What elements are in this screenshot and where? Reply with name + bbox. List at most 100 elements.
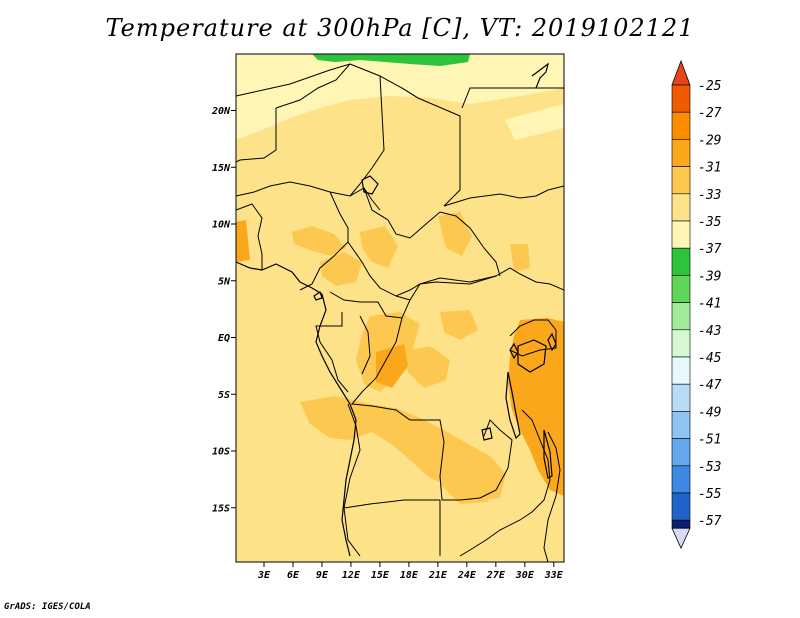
colorbar-label: -37: [698, 242, 722, 257]
colorbar-label: -25: [698, 79, 722, 94]
warm-region-patch: [400, 346, 450, 388]
border-line: [349, 75, 385, 197]
lon-tick-label: 18E: [400, 570, 419, 581]
coastline-red-sea: [531, 62, 549, 89]
colorbar-segment: [671, 166, 691, 195]
warm-region-patch: [300, 396, 506, 500]
colorbar-label: -27: [698, 106, 722, 121]
lon-tick-label: 9E: [316, 570, 329, 581]
lake-kivu: [509, 342, 519, 360]
border-line: [299, 191, 349, 291]
map-title: Temperature at 300hPa [C], VT: 201910212…: [105, 14, 695, 42]
border-line: [236, 203, 263, 270]
lon-tick-label: 12E: [342, 570, 361, 581]
coastlines: [236, 62, 557, 557]
lake-turkana: [547, 332, 557, 352]
colorbar-segment: [671, 411, 691, 439]
colorbar-label: -53: [698, 460, 721, 475]
border-line: [461, 87, 564, 109]
warm-region-patch: [320, 252, 362, 286]
lon-tick-label: 27E: [486, 570, 506, 581]
cool-region-northeast: [505, 104, 564, 140]
colorbar-label: -55: [698, 487, 722, 502]
lon-tick-label: 24E: [457, 570, 477, 581]
colorbar-segment: [671, 193, 691, 222]
colorbar-segment: [671, 275, 691, 303]
colorbar-segment: [671, 220, 691, 249]
colorbar-segment: [671, 302, 691, 331]
colorbar-segment: [671, 247, 691, 276]
border-line: [347, 241, 564, 297]
lon-tick-label: 15E: [371, 570, 390, 581]
lat-tick-label: 15S: [212, 503, 230, 514]
border-line: [343, 499, 440, 509]
colorbar-segment: [671, 492, 691, 521]
border-line: [443, 185, 564, 207]
border-line: [236, 108, 277, 163]
warmer-region-patch: [236, 220, 250, 262]
lon-tick-label: 6E: [287, 570, 300, 581]
border-line: [459, 409, 551, 557]
lat-tick-label: 5S: [218, 390, 230, 401]
lat-tick-label: 10S: [212, 447, 230, 458]
colorbar-bottom-segment: [671, 519, 691, 529]
border-line: [315, 312, 349, 393]
coastline-gulf-of-guinea: [315, 293, 357, 557]
warm-region-patch: [510, 244, 530, 272]
grads-credit: GrADS: IGES/COLA: [4, 602, 91, 612]
lon-tick-label: 21E: [428, 570, 448, 581]
colorbar-label: -45: [698, 351, 722, 366]
colorbar-segment: [671, 329, 691, 358]
lat-tick-label: 5N: [218, 276, 231, 287]
longitude-axis: 3E 6E 9E 12E 15E 18E 21E 24E 27E 30E 33E: [257, 562, 564, 581]
colorbar-label: -49: [698, 405, 721, 420]
colorbar-label: -33: [698, 188, 721, 203]
coastline-west-africa: [236, 261, 323, 295]
border-line: [509, 319, 557, 357]
colorbar-segment: [671, 465, 691, 494]
lat-tick-label: 15N: [212, 163, 231, 174]
border-line: [236, 181, 381, 211]
lake-victoria: [517, 339, 547, 373]
lat-tick-label: EQ: [218, 333, 230, 344]
lon-tick-label: 33E: [544, 570, 564, 581]
colorbar-segment: [671, 84, 691, 113]
green-region-north: [312, 54, 470, 66]
lat-tick-label: 10N: [212, 220, 231, 231]
border-line: [401, 87, 461, 207]
lake-malawi: [543, 429, 553, 479]
temperature-field-base: [236, 54, 564, 562]
map-panel: [236, 54, 564, 562]
border-line: [236, 63, 351, 97]
border-line: [351, 317, 481, 501]
warm-region-patch: [440, 476, 492, 504]
warmer-region-patch: [376, 344, 408, 388]
border-line: [543, 431, 561, 562]
lake-tanganyika: [505, 371, 521, 440]
colorbar-segment: [671, 356, 691, 385]
colorbar-segment: [671, 111, 691, 140]
colorbar-label: -31: [698, 161, 721, 176]
map-frame: [235, 53, 565, 563]
cool-region-north: [236, 54, 564, 140]
lake-mweru: [481, 427, 493, 441]
colorbar-label: -29: [698, 133, 721, 148]
colorbar-top-triangle: [671, 59, 691, 86]
border-line: [359, 315, 371, 375]
colorbar-label: -39: [698, 269, 721, 284]
colorbar-bottom-triangle: [671, 527, 691, 550]
warm-region-patch: [292, 226, 346, 256]
colorbar-label: -35: [698, 215, 722, 230]
border-line: [409, 275, 497, 301]
border-line: [363, 187, 501, 277]
colorbar-segment: [671, 383, 691, 412]
island-bioko: [313, 291, 323, 301]
border-line: [275, 63, 419, 109]
latitude-axis: 20N 15N 10N 5N EQ 5S 10S 15S: [211, 106, 236, 514]
lon-tick-label: 30E: [515, 570, 535, 581]
colorbar-label: -51: [698, 433, 721, 448]
lon-tick-label: 3E: [257, 570, 271, 581]
colorbar-segment: [671, 139, 691, 167]
colorbar-label: -43: [698, 324, 721, 339]
